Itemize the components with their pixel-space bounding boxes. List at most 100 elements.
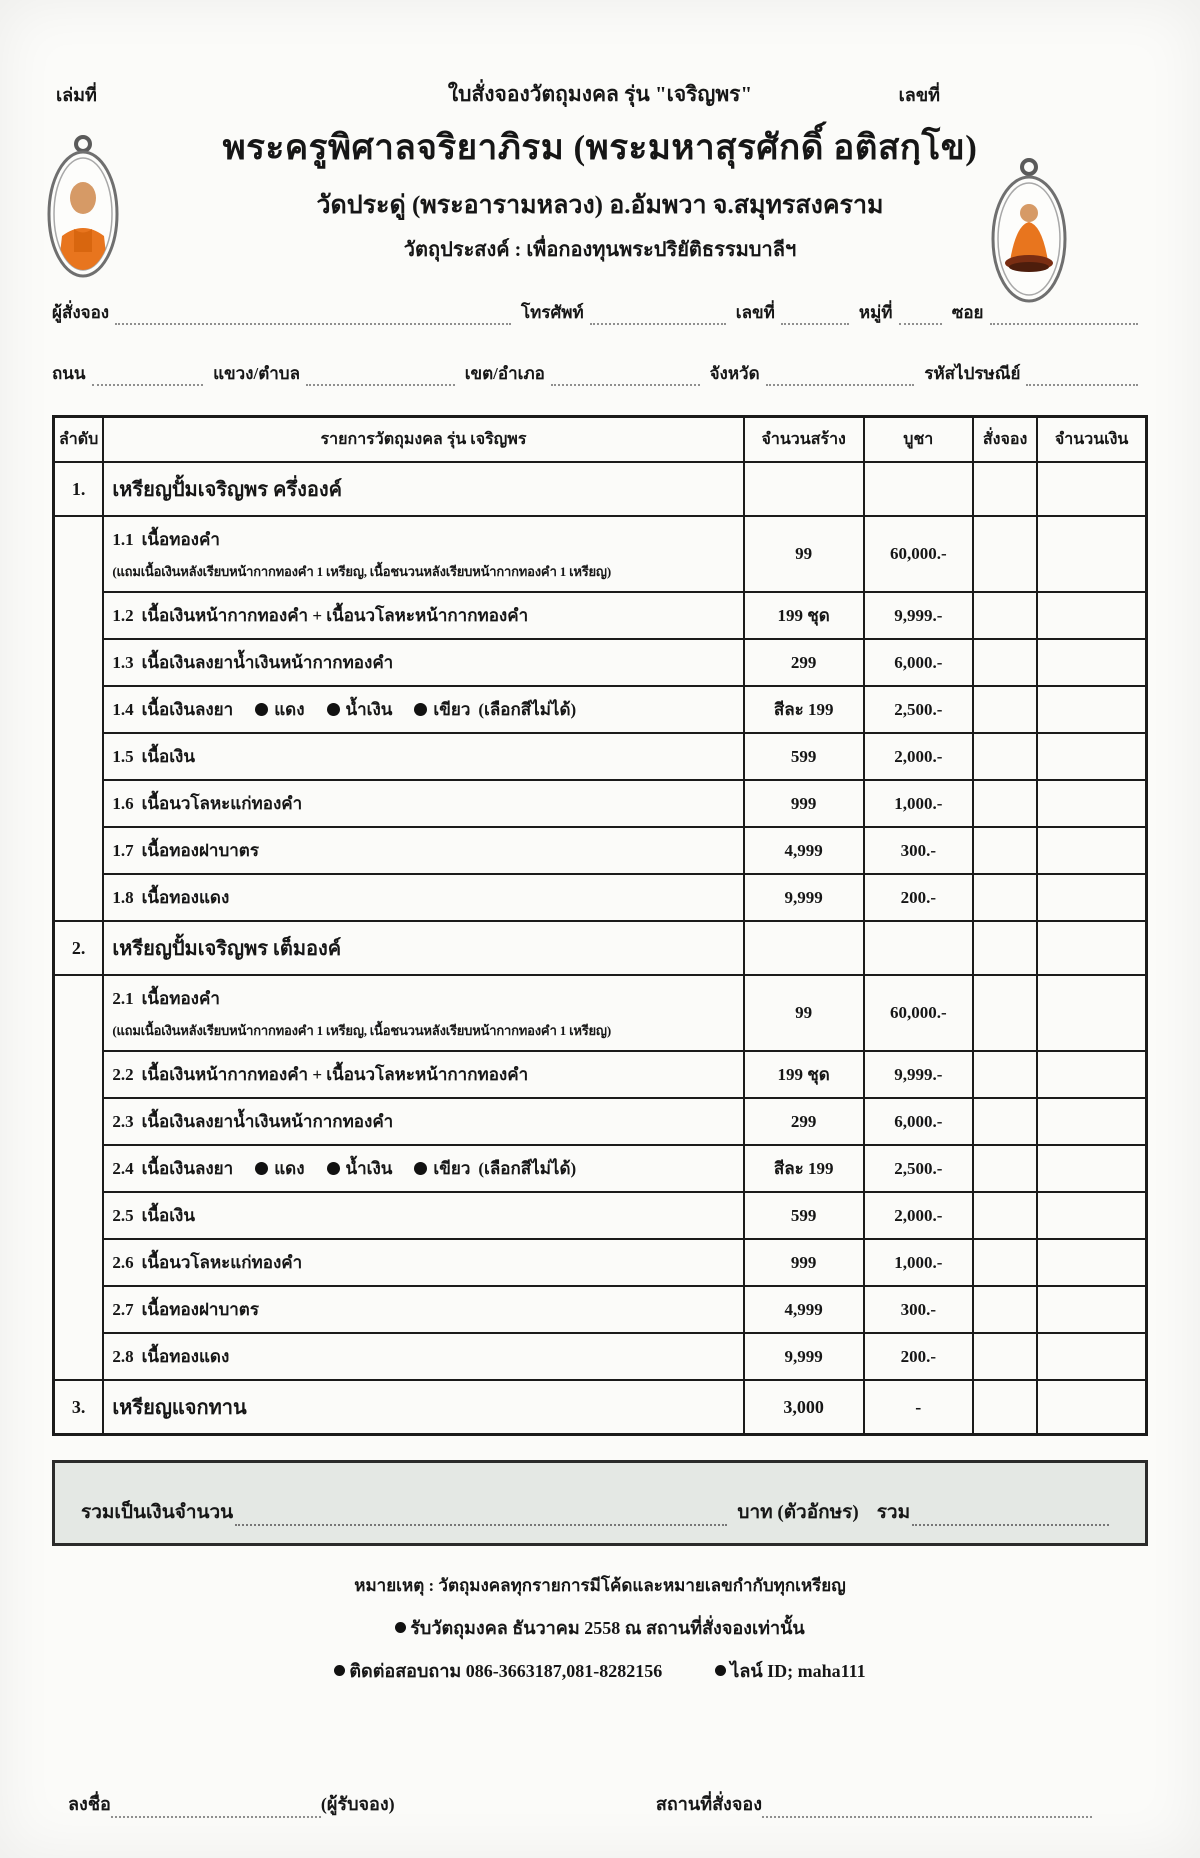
order-qty-cell[interactable] — [971, 1332, 1039, 1381]
monk-title: พระครูพิศาลจริยาภิรม (พระมหาสุรศักดิ์ อต… — [222, 128, 978, 167]
item-name: เนื้อเงินลงยาน้ำเงินหน้ากากทองคำ — [141, 1112, 394, 1131]
order-qty-cell[interactable] — [971, 1285, 1039, 1334]
item-cell: 2.8 เนื้อทองแดง — [102, 1332, 745, 1381]
order-qty-cell[interactable] — [971, 732, 1039, 781]
item-row: 2.5 เนื้อเงิน 599 2,000.- — [54, 1191, 1148, 1240]
order-qty-cell[interactable] — [971, 779, 1039, 828]
house-no-field[interactable] — [780, 309, 849, 325]
row-number: 2. — [52, 920, 105, 976]
order-qty-cell[interactable] — [971, 1191, 1039, 1240]
amount-cell[interactable] — [1036, 685, 1148, 734]
order-qty-cell[interactable] — [971, 515, 1039, 593]
order-qty-cell[interactable] — [971, 1379, 1039, 1436]
moo-field[interactable] — [898, 309, 942, 325]
price-cell: 60,000.- — [862, 515, 974, 593]
road-field[interactable] — [91, 370, 204, 386]
subdistrict-field[interactable] — [306, 370, 455, 386]
item-bonus-note: (แถมเนื้อเงินหลังเรียบหน้ากากทองคำ 1 เหร… — [112, 564, 611, 579]
item-cell: 2.5 เนื้อเงิน — [102, 1191, 745, 1240]
baht-label: บาท (ตัวอักษร) — [737, 1502, 859, 1523]
item-row: 2.3 เนื้อเงินลงยาน้ำเงินหน้ากากทองคำ 299 6,… — [54, 1097, 1148, 1146]
amount-cell[interactable] — [1036, 638, 1148, 687]
color-option-dot-icon — [414, 703, 428, 716]
order-qty-cell[interactable] — [971, 1144, 1039, 1193]
signature-right: สถานที่สั่งจอง — [656, 1789, 1092, 1818]
total-amount-field[interactable] — [235, 1510, 728, 1526]
purpose-line: วัตถุประสงค์ : เพื่อกองทุนพระปริยัติธรรม… — [403, 239, 797, 261]
book-no-label: เล่มที่ — [56, 85, 97, 105]
subdistrict-label: แขวง/ตำบล — [213, 364, 301, 383]
qty-cell: 299 — [742, 638, 865, 687]
amulet-medallion-portrait-icon — [44, 132, 122, 287]
qty-cell: สีละ 199 — [742, 1144, 865, 1193]
order-qty-cell[interactable] — [971, 591, 1039, 640]
order-qty-cell[interactable] — [971, 920, 1039, 976]
amount-cell[interactable] — [1036, 1097, 1148, 1146]
item-name: เนื้อนวโลหะแก่ทองคำ — [141, 1253, 303, 1272]
amount-cell[interactable] — [1036, 1050, 1148, 1099]
amount-cell[interactable] — [1036, 873, 1148, 922]
amount-cell[interactable] — [1036, 1144, 1148, 1193]
amount-cell[interactable] — [1036, 1285, 1148, 1334]
item-cell: 1.3 เนื้อเงินลงยาน้ำเงินหน้ากากทองคำ — [102, 638, 745, 687]
sign-label: ลงชื่อ — [68, 1794, 111, 1814]
total-label: รวมเป็นเงินจำนวน — [81, 1502, 234, 1523]
order-qty-cell[interactable] — [971, 461, 1039, 517]
price-cell: 6,000.- — [862, 638, 974, 687]
item-row: 1.3 เนื้อเงินลงยาน้ำเงินหน้ากากทองคำ 299 6,… — [54, 638, 1148, 687]
price-cell: 200.- — [862, 1332, 974, 1381]
order-qty-cell[interactable] — [971, 826, 1039, 875]
amount-cell[interactable] — [1036, 920, 1148, 976]
province-field[interactable] — [765, 370, 915, 386]
amount-cell[interactable] — [1036, 1332, 1148, 1381]
amount-cell[interactable] — [1036, 974, 1148, 1052]
color-option-label: น้ำเงิน — [345, 1159, 393, 1178]
price-cell: 1,000.- — [862, 1238, 974, 1287]
soi-field[interactable] — [989, 309, 1138, 325]
amount-cell[interactable] — [1036, 461, 1148, 517]
sum-field[interactable] — [912, 1510, 1109, 1526]
item-row: 1.5 เนื้อเงิน 599 2,000.- — [54, 732, 1148, 781]
price-cell: 9,999.- — [862, 591, 974, 640]
qty-cell — [742, 461, 865, 517]
amount-cell[interactable] — [1036, 826, 1148, 875]
item-cell: 1.6 เนื้อนวโลหะแก่ทองคำ — [102, 779, 745, 828]
order-place-field[interactable] — [762, 1802, 1092, 1818]
item-cell: 2.2 เนื้อเงินหน้ากากทองคำ + เนื้อนวโลหะหน… — [102, 1050, 745, 1099]
amount-cell[interactable] — [1036, 1379, 1148, 1436]
item-bonus-note: (แถมเนื้อเงินหลังเรียบหน้ากากทองคำ 1 เหร… — [112, 1023, 611, 1038]
signature-field[interactable] — [110, 1802, 321, 1818]
orderer-field[interactable] — [115, 309, 512, 325]
color-option-dot-icon — [255, 703, 269, 716]
amount-cell[interactable] — [1036, 1238, 1148, 1287]
item-row: 2.4 เนื้อเงินลงยา แดง น้ำเงิน เขียว (เลือกสีไ… — [54, 1144, 1148, 1193]
item-cell: 1.2 เนื้อเงินหน้ากากทองคำ + เนื้อนวโลหะหน… — [102, 591, 745, 640]
item-cell: 1.5 เนื้อเงิน — [102, 732, 745, 781]
row-number: 3. — [52, 1379, 105, 1436]
order-qty-cell[interactable] — [971, 1238, 1039, 1287]
order-qty-cell[interactable] — [971, 638, 1039, 687]
postcode-field[interactable] — [1026, 370, 1138, 386]
section-name: เหรียญปั้มเจริญพร เต็มองค์ — [102, 920, 745, 976]
item-number: 2.7 — [112, 1300, 134, 1319]
amount-cell[interactable] — [1036, 515, 1148, 593]
order-qty-cell[interactable] — [971, 1050, 1039, 1099]
item-number: 2.2 — [112, 1065, 134, 1084]
pickup-line: รับวัตถุมงคล ธันวาคม 2558 ณ สถานที่สั่งจ… — [52, 1613, 1148, 1642]
header-item: รายการวัตถุมงคล รุ่น เจริญพร — [102, 415, 745, 463]
item-number: 2.4 — [112, 1159, 134, 1178]
order-qty-cell[interactable] — [971, 974, 1039, 1052]
order-qty-cell[interactable] — [971, 685, 1039, 734]
amount-cell[interactable] — [1036, 591, 1148, 640]
amount-cell[interactable] — [1036, 732, 1148, 781]
phone-field[interactable] — [589, 309, 726, 325]
color-option-label: เขียว — [433, 1159, 471, 1178]
amount-cell[interactable] — [1036, 1191, 1148, 1240]
amount-cell[interactable] — [1036, 779, 1148, 828]
district-field[interactable] — [550, 370, 700, 386]
qty-cell: 99 — [742, 974, 865, 1052]
order-qty-cell[interactable] — [971, 1097, 1039, 1146]
pickup-text: รับวัตถุมงคล ธันวาคม 2558 ณ สถานที่สั่งจ… — [410, 1618, 805, 1638]
order-qty-cell[interactable] — [971, 873, 1039, 922]
temple-line: วัดประดู่ (พระอารามหลวง) อ.อัมพวา จ.สมุท… — [316, 192, 884, 219]
